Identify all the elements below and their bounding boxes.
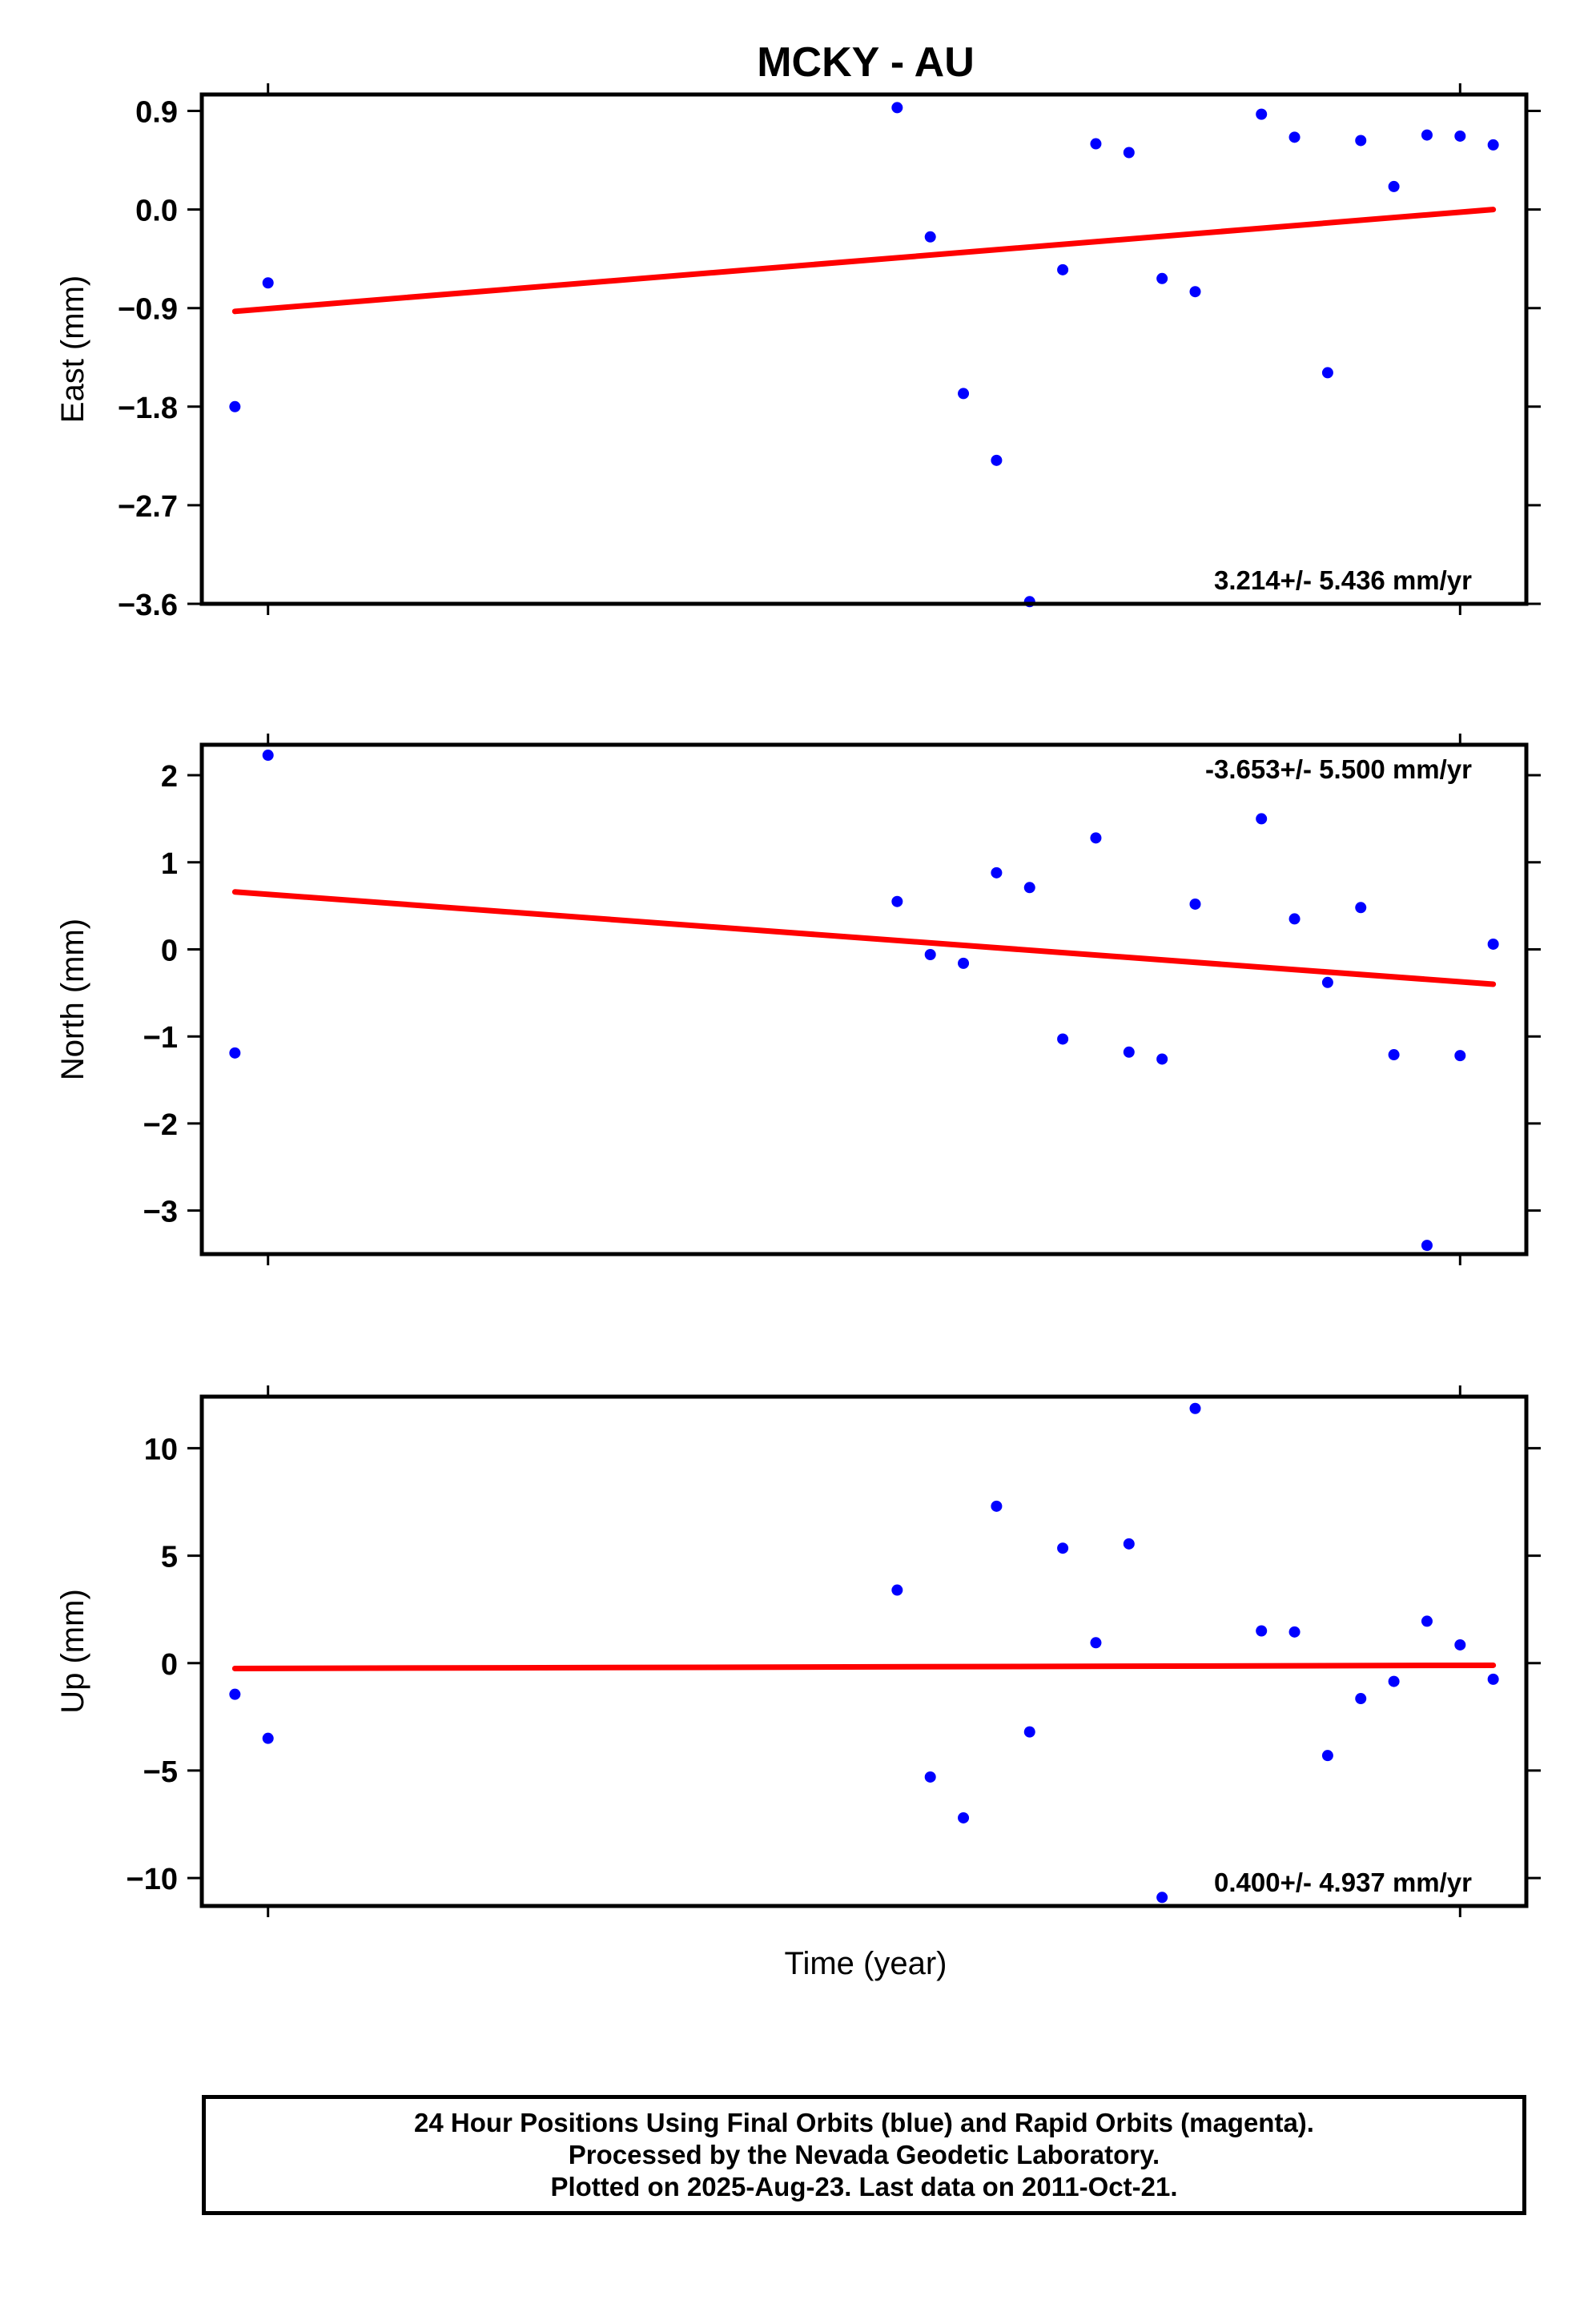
- data-point: [1189, 898, 1201, 910]
- data-point: [1090, 138, 1102, 150]
- data-point: [1487, 1673, 1499, 1685]
- data-point: [1454, 1638, 1466, 1651]
- y-tick-label: 2: [161, 760, 178, 794]
- y-tick-label: −10: [127, 1863, 178, 1896]
- y-tick-label: −1: [143, 1021, 178, 1055]
- data-point: [958, 388, 970, 400]
- data-point: [262, 750, 274, 762]
- trend-line: [231, 1662, 1497, 1671]
- footer-line-3: Plotted on 2025-Aug-23. Last data on 201…: [550, 2172, 1178, 2201]
- data-point: [1288, 913, 1301, 925]
- y-tick-label: −3: [143, 1196, 178, 1229]
- footer-line-2: Processed by the Nevada Geodetic Laborat…: [568, 2140, 1160, 2169]
- y-tick-label: 10: [144, 1433, 178, 1466]
- data-point: [891, 895, 903, 907]
- data-point: [1123, 147, 1135, 159]
- y-tick-label: −1.8: [118, 392, 178, 425]
- data-point: [1189, 286, 1201, 298]
- data-point: [1057, 1033, 1069, 1045]
- data-point: [1057, 1542, 1069, 1554]
- data-point: [1321, 1750, 1333, 1762]
- plot-frame: [199, 1394, 1529, 1908]
- y-tick-label: 0.0: [135, 195, 178, 228]
- data-point: [1355, 902, 1367, 914]
- y-tick-label: −0.9: [118, 293, 178, 327]
- data-point: [1421, 1615, 1433, 1627]
- data-point: [1321, 976, 1333, 988]
- data-point: [991, 454, 1003, 466]
- data-point: [1421, 129, 1433, 141]
- data-point: [229, 400, 241, 412]
- data-point: [1156, 1892, 1168, 1904]
- y-axis-label: East (mm): [55, 275, 90, 423]
- y-tick-label: 0: [161, 934, 178, 967]
- plot-frame: [199, 92, 1529, 606]
- y-axis-label: North (mm): [55, 919, 90, 1080]
- y-tick-label: 1: [161, 847, 178, 881]
- data-point: [1487, 139, 1499, 151]
- data-point: [891, 102, 903, 114]
- data-point: [1023, 1726, 1035, 1738]
- footer-line-1: 24 Hour Positions Using Final Orbits (bl…: [414, 2108, 1314, 2137]
- data-point: [1123, 1046, 1135, 1058]
- y-tick-label: −5: [143, 1755, 178, 1789]
- data-point: [1321, 367, 1333, 379]
- data-point: [1288, 131, 1301, 143]
- plot-frame: [199, 742, 1529, 1256]
- data-point: [958, 1811, 970, 1823]
- data-point: [262, 277, 274, 289]
- y-tick-label: −3.6: [118, 589, 178, 622]
- data-point: [1090, 832, 1102, 844]
- panel-1: 0.9 0.0 −0.9 −1.8 −2.7 −3.6 East (mm) 3.214+/- …: [55, 83, 1541, 622]
- data-point: [891, 1584, 903, 1596]
- data-point: [1057, 263, 1069, 275]
- panel-3: 10 5 0 −5 −10 Up (mm) 0.400+/- 4.937 mm/yr: [55, 1385, 1541, 1917]
- data-point: [924, 1771, 936, 1783]
- data-point: [1421, 1240, 1433, 1252]
- trend-line: [231, 889, 1497, 987]
- data-point: [1487, 938, 1499, 950]
- data-point: [1288, 1626, 1301, 1638]
- data-point: [1023, 882, 1035, 894]
- data-point: [1256, 1625, 1268, 1637]
- data-point: [1256, 813, 1268, 825]
- data-point: [924, 949, 936, 961]
- data-point: [262, 1732, 274, 1744]
- rate-label: 3.214+/- 5.436 mm/yr: [1214, 565, 1472, 595]
- y-tick-label: 5: [161, 1541, 178, 1574]
- data-point: [1355, 135, 1367, 147]
- data-point: [1454, 1050, 1466, 1062]
- data-point: [1156, 272, 1168, 284]
- rate-label: 0.400+/- 4.937 mm/yr: [1214, 1868, 1472, 1897]
- y-tick-label: 0: [161, 1648, 178, 1682]
- data-point: [1388, 1675, 1400, 1687]
- data-point: [1454, 130, 1466, 142]
- x-axis-label: Time (year): [785, 1946, 947, 1981]
- data-point: [1256, 108, 1268, 120]
- data-point: [1189, 1402, 1201, 1414]
- footer-box: 24 Hour Positions Using Final Orbits (bl…: [202, 2095, 1526, 2215]
- trend-line: [231, 207, 1497, 315]
- data-point: [1090, 1637, 1102, 1649]
- data-point: [1388, 180, 1400, 192]
- data-point: [1123, 1538, 1135, 1550]
- y-tick-label: 0.9: [135, 96, 178, 130]
- data-point: [1355, 1693, 1367, 1705]
- data-point: [924, 231, 936, 243]
- data-point: [991, 1500, 1003, 1512]
- y-axis-label: Up (mm): [55, 1589, 90, 1714]
- rate-label: -3.653+/- 5.500 mm/yr: [1205, 754, 1472, 784]
- panel-2: 2 1 0 −1 −2 −3 North (mm) -3.653+/- 5.500 mm/yr: [55, 734, 1541, 1265]
- data-point: [1156, 1053, 1168, 1065]
- data-point: [991, 866, 1003, 879]
- data-point: [229, 1047, 241, 1059]
- data-point: [1388, 1049, 1400, 1061]
- data-point: [229, 1688, 241, 1700]
- y-tick-label: −2: [143, 1108, 178, 1142]
- y-tick-label: −2.7: [118, 490, 178, 524]
- data-point: [958, 957, 970, 969]
- chart-title: MCKY - AU: [757, 39, 975, 86]
